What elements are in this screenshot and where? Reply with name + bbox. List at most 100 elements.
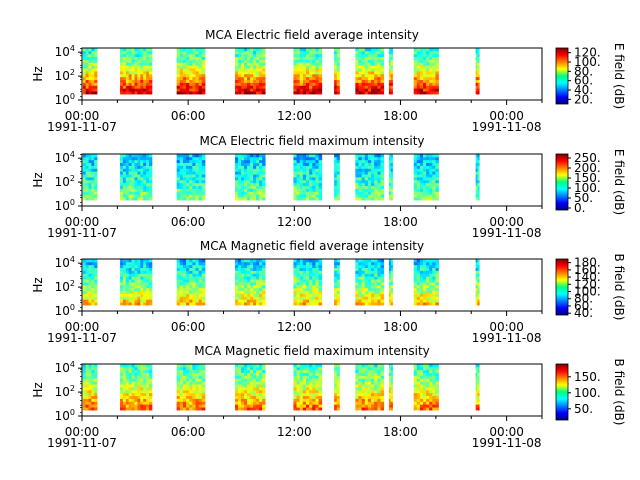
spectrogram-cell bbox=[122, 197, 127, 201]
spectrogram-cell bbox=[244, 375, 248, 379]
spectrogram-cell bbox=[318, 398, 323, 402]
spectrogram-cell bbox=[195, 395, 200, 399]
spectrogram-cell bbox=[377, 171, 381, 175]
spectrogram-cell bbox=[94, 290, 98, 294]
spectrogram-cell bbox=[435, 191, 439, 195]
spectrogram-cell bbox=[334, 267, 338, 271]
spectrogram-cell bbox=[201, 159, 206, 164]
spectrogram-cell bbox=[358, 372, 363, 376]
spectrogram-cell bbox=[299, 76, 304, 81]
spectrogram-cell bbox=[374, 154, 378, 158]
spectrogram-cell bbox=[140, 404, 144, 408]
spectrogram-cell bbox=[137, 404, 141, 408]
spectrogram-cell bbox=[201, 389, 206, 394]
spectrogram-cell bbox=[143, 378, 147, 382]
spectrogram-cell bbox=[336, 194, 340, 198]
spectrogram-cell bbox=[432, 91, 436, 95]
spectrogram-cell bbox=[435, 88, 439, 92]
spectrogram-cell bbox=[388, 191, 392, 195]
spectrogram-cell bbox=[293, 73, 297, 78]
spectrogram-cell bbox=[176, 68, 181, 72]
spectrogram-cell bbox=[137, 284, 141, 289]
spectrogram-cell bbox=[122, 59, 127, 63]
spectrogram-cell bbox=[336, 364, 340, 368]
spectrogram-cell bbox=[377, 197, 381, 201]
spectrogram-cell bbox=[131, 179, 135, 184]
spectrogram-cell bbox=[390, 407, 393, 411]
spectrogram-cell bbox=[91, 48, 95, 52]
spectrogram-cell bbox=[312, 407, 316, 411]
spectrogram-cell bbox=[241, 389, 245, 394]
spectrogram-cell bbox=[262, 79, 266, 83]
spectrogram-cell bbox=[82, 389, 87, 394]
spectrogram-cell bbox=[416, 398, 421, 402]
spectrogram-cell bbox=[235, 171, 239, 175]
spectrogram-cell bbox=[82, 259, 87, 263]
spectrogram-cell bbox=[426, 79, 430, 83]
spectrogram-cell bbox=[125, 398, 130, 402]
spectrogram-cell bbox=[318, 177, 323, 181]
spectrogram-cell bbox=[146, 68, 150, 72]
spectrogram-cell bbox=[259, 159, 263, 164]
spectrogram-cell bbox=[380, 182, 385, 187]
spectrogram-cell bbox=[131, 270, 135, 274]
spectrogram-cell bbox=[259, 194, 263, 198]
spectrogram-cell bbox=[475, 165, 478, 169]
spectrogram-cell bbox=[432, 68, 436, 72]
spectrogram-cell bbox=[413, 375, 418, 379]
spectrogram-cell bbox=[306, 282, 310, 286]
spectrogram-cell bbox=[293, 68, 297, 72]
spectrogram-cell bbox=[88, 185, 92, 189]
spectrogram-cell bbox=[371, 82, 375, 86]
spectrogram-cell bbox=[432, 369, 436, 374]
spectrogram-cell bbox=[195, 194, 200, 198]
spectrogram-cell bbox=[195, 387, 200, 391]
spectrogram-cell bbox=[302, 85, 307, 89]
spectrogram-cell bbox=[426, 276, 430, 280]
spectrogram-cell bbox=[189, 401, 193, 405]
spectrogram-cell bbox=[128, 65, 133, 69]
spectrogram-cell bbox=[435, 154, 439, 158]
spectrogram-cell bbox=[315, 296, 319, 300]
spectrogram-cell bbox=[176, 154, 181, 158]
spectrogram-cell bbox=[309, 76, 313, 81]
spectrogram-cell bbox=[82, 273, 87, 277]
spectrogram-cell bbox=[315, 162, 319, 166]
spectrogram-cell bbox=[361, 364, 366, 368]
spectrogram-cell bbox=[143, 387, 147, 391]
spectrogram-cell bbox=[120, 302, 124, 306]
spectrogram-cell bbox=[238, 174, 242, 178]
spectrogram-cell bbox=[432, 59, 436, 63]
spectrogram-cell bbox=[137, 369, 141, 374]
spectrogram-cell bbox=[88, 284, 92, 289]
spectrogram-cell bbox=[299, 188, 304, 192]
spectrogram-cell bbox=[88, 65, 92, 69]
spectrogram-cell bbox=[312, 59, 316, 63]
spectrogram-cell bbox=[364, 156, 369, 161]
spectrogram-cell bbox=[302, 154, 307, 158]
spectrogram-cell bbox=[192, 165, 196, 169]
spectrogram-cell bbox=[435, 378, 439, 382]
spectrogram-cell bbox=[85, 197, 89, 201]
spectrogram-cell bbox=[435, 270, 439, 274]
spectrogram-cell bbox=[125, 191, 130, 195]
spectrogram-cell bbox=[390, 389, 393, 394]
spectrogram-cell bbox=[380, 65, 385, 69]
spectrogram-cell bbox=[306, 302, 310, 306]
spectrogram-cell bbox=[390, 372, 393, 376]
spectrogram-cell bbox=[189, 267, 193, 271]
spectrogram-cell bbox=[364, 91, 369, 95]
spectrogram-cell bbox=[125, 76, 130, 81]
x-tick-label: 18:00 bbox=[383, 109, 418, 123]
spectrogram-cell bbox=[250, 76, 254, 81]
spectrogram-cell bbox=[388, 279, 392, 283]
spectrogram-cell bbox=[390, 179, 393, 184]
spectrogram-cell bbox=[140, 375, 144, 379]
spectrogram-cell bbox=[195, 88, 200, 92]
spectrogram-cell bbox=[122, 168, 127, 172]
spectrogram-cell bbox=[299, 398, 304, 402]
spectrogram-cell bbox=[128, 88, 133, 92]
spectrogram-cell bbox=[125, 366, 130, 371]
spectrogram-cell bbox=[355, 53, 359, 58]
spectrogram-cell bbox=[259, 191, 263, 195]
